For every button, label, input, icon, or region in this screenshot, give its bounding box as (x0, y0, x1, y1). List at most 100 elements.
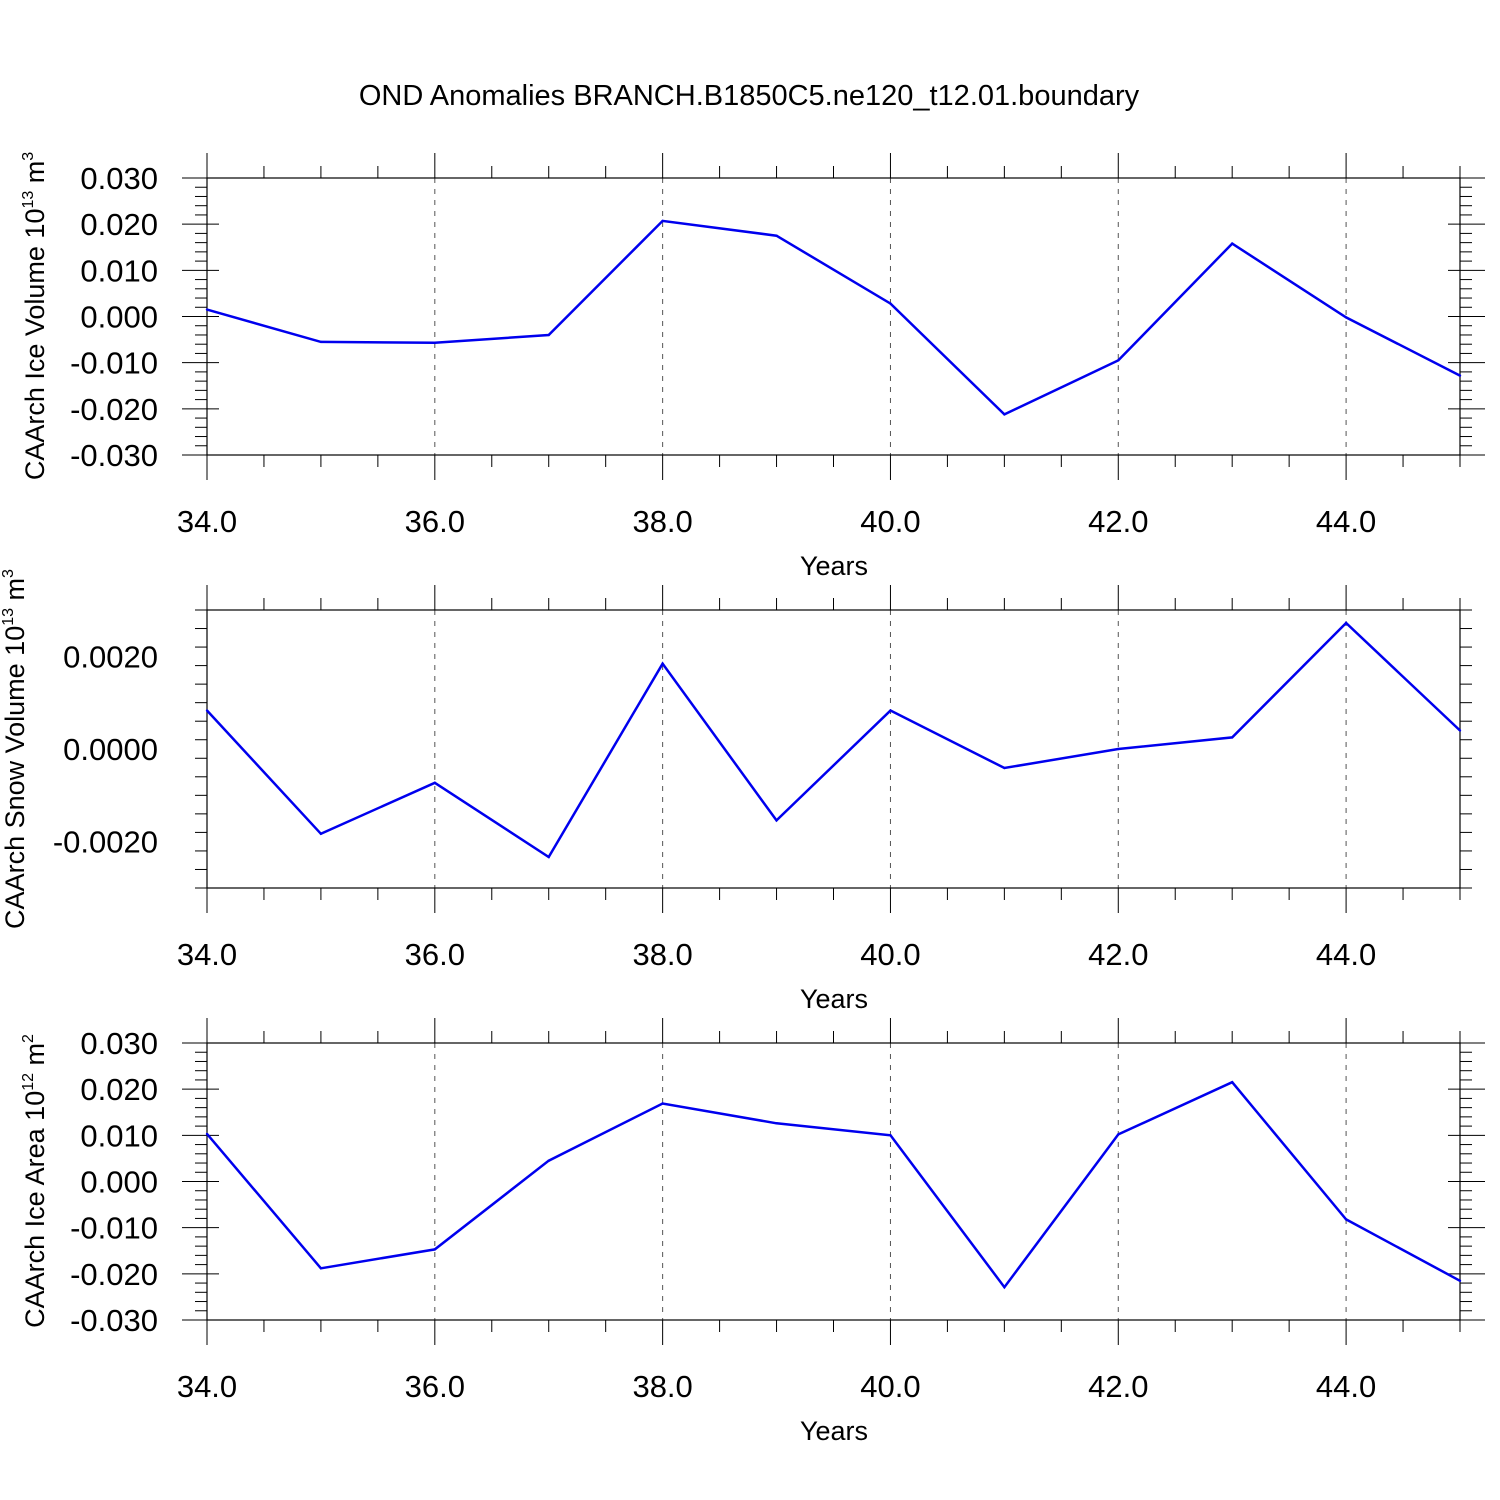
data-point (661, 219, 664, 223)
y-tick-label: -0.010 (70, 1211, 158, 1246)
data-point (889, 709, 892, 712)
data-point (205, 308, 209, 311)
y-axis-label-exponent: 12 (20, 1073, 37, 1091)
data-point (1230, 1081, 1234, 1084)
y-tick-label: 0.000 (80, 1165, 158, 1200)
y-tick-label: 0.010 (80, 1118, 158, 1153)
data-point (1230, 242, 1234, 245)
data-point (889, 302, 892, 305)
y-axis-label: CAArch Ice Area 1012 m2 (20, 1034, 50, 1328)
x-tick-label: 36.0 (405, 504, 465, 539)
x-axis-label: Years (800, 1416, 868, 1446)
panel-2: 34.0 36.0 38.0 40.0 42.0 44.0 0.0020 0.0000 -0.0… (0, 569, 1472, 1014)
data-point (433, 341, 437, 345)
panel-3: 34.0 36.0 38.0 40.0 42.0 44.0 0.030 0.020 0.010 0… (20, 1018, 1485, 1446)
y-axis-label-exponent: 13 (20, 191, 37, 209)
y-tick-label: 0.030 (80, 161, 158, 196)
x-tick-label: 42.0 (1088, 1369, 1148, 1404)
x-tick-label: 34.0 (177, 1369, 237, 1404)
data-point (889, 1134, 892, 1137)
data-point (1458, 374, 1462, 377)
data-point (547, 333, 550, 337)
data-point (1344, 316, 1348, 319)
y-tick-label: 0.030 (80, 1026, 158, 1061)
x-tick-label: 38.0 (632, 1369, 692, 1404)
y-axis-label: CAArch Ice Volume 1013 m3 (20, 152, 50, 480)
series-line (206, 1080, 1461, 1290)
x-axis-label: Years (800, 984, 868, 1014)
y-tick-label: -0.020 (70, 1257, 158, 1292)
y-tick-label: -0.0020 (53, 825, 158, 860)
data-point (775, 1122, 778, 1125)
x-tick-label: 44.0 (1316, 504, 1376, 539)
x-tick-label: 44.0 (1316, 1369, 1376, 1404)
x-tick-label: 34.0 (177, 504, 237, 539)
y-axis-label-unit: m (20, 1043, 50, 1073)
x-tick-label: 40.0 (860, 937, 920, 972)
y-tick-label: -0.020 (70, 392, 158, 427)
data-point (319, 832, 323, 835)
data-point (433, 1248, 437, 1251)
y-axis-label-main: CAArch Ice Volume 10 (20, 209, 50, 481)
x-tick-label: 40.0 (860, 504, 920, 539)
data-point (775, 234, 778, 237)
y-axis-label-main: CAArch Snow Volume 10 (0, 626, 30, 929)
y-axis-label-unit-exponent: 3 (0, 569, 17, 578)
plot-frame (206, 1042, 1461, 1321)
y-tick-label: 0.000 (80, 300, 158, 335)
panels: 34.0 36.0 38.0 40.0 42.0 44.0 0.030 0.020 0.010 0… (0, 152, 1485, 1446)
y-tick-label: 0.020 (80, 207, 158, 242)
x-tick-label: 34.0 (177, 937, 237, 972)
data-point (1344, 1218, 1348, 1221)
data-point (1117, 1133, 1120, 1136)
x-tick-label: 38.0 (632, 504, 692, 539)
series-line (206, 621, 1461, 859)
data-point (205, 1132, 209, 1136)
y-axis-label-main: CAArch Ice Area 10 (20, 1091, 50, 1328)
data-point (1117, 747, 1120, 751)
data-point (661, 1102, 664, 1105)
y-axis-label: CAArch Snow Volume 1013 m3 (0, 569, 30, 929)
y-tick-label: -0.030 (70, 438, 158, 473)
y-tick-label: 0.0020 (63, 639, 158, 674)
data-point (1003, 766, 1006, 770)
data-point (775, 819, 778, 822)
data-point (205, 709, 209, 712)
y-axis-label-exponent: 13 (0, 608, 17, 626)
data-point (319, 1267, 323, 1270)
plot-frame (206, 177, 1461, 456)
data-point (1458, 1279, 1462, 1282)
x-tick-label: 36.0 (405, 937, 465, 972)
y-axis-label-unit-exponent: 2 (20, 1034, 37, 1043)
y-axis-label-unit: m (20, 161, 50, 191)
data-point (1458, 729, 1462, 732)
x-axis-label: Years (800, 551, 868, 581)
y-tick-label: 0.0000 (63, 732, 158, 767)
data-point (661, 662, 664, 665)
y-tick-label: -0.030 (70, 1303, 158, 1338)
figure-title: OND Anomalies BRANCH.B1850C5.ne120_t12.0… (359, 80, 1140, 112)
x-tick-label: 42.0 (1088, 937, 1148, 972)
data-point (547, 1159, 550, 1162)
data-point (1117, 359, 1120, 362)
data-point (547, 855, 550, 859)
data-point (1003, 413, 1006, 416)
x-tick-label: 38.0 (632, 937, 692, 972)
y-tick-label: 0.020 (80, 1072, 158, 1107)
x-tick-label: 36.0 (405, 1369, 465, 1404)
data-point (433, 781, 437, 785)
data-point (1344, 621, 1348, 625)
x-tick-label: 44.0 (1316, 937, 1376, 972)
data-point (319, 340, 323, 344)
y-tick-label: 0.010 (80, 253, 158, 288)
y-tick-label: -0.010 (70, 346, 158, 381)
y-axis-label-unit-exponent: 3 (20, 152, 37, 161)
x-tick-label: 40.0 (860, 1369, 920, 1404)
panel-1: 34.0 36.0 38.0 40.0 42.0 44.0 0.030 0.020 0.010 0… (20, 152, 1485, 581)
plot-frame (206, 609, 1461, 889)
data-point (1003, 1286, 1006, 1289)
series-line (206, 219, 1461, 416)
data-point (1230, 736, 1234, 739)
x-tick-label: 42.0 (1088, 504, 1148, 539)
